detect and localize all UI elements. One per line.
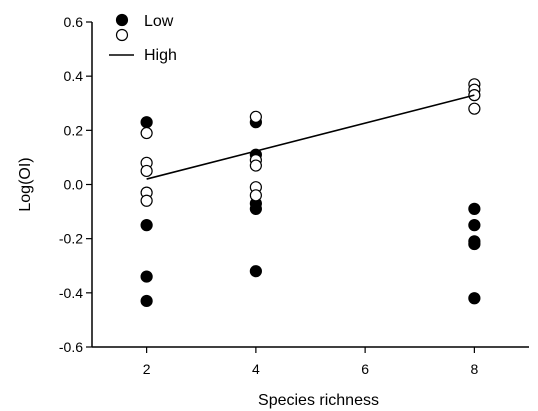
point-low bbox=[140, 294, 153, 308]
point-high bbox=[249, 159, 262, 172]
point-low bbox=[249, 202, 262, 215]
y-tick-label: 0.4 bbox=[64, 68, 84, 84]
y-tick-label: 0.6 bbox=[64, 14, 84, 30]
point-low bbox=[249, 265, 262, 278]
x-tick-label: 2 bbox=[143, 361, 151, 377]
point-high bbox=[249, 189, 262, 202]
legend-symbol-filled bbox=[115, 13, 129, 27]
point-low bbox=[468, 292, 481, 305]
ticks: -0.6 -0.4 -0.2 0.0 0.2 0.4 0.6 2 4 6 8 bbox=[59, 14, 479, 377]
data-points bbox=[140, 78, 481, 308]
x-axis-title: Species richness bbox=[258, 392, 379, 409]
point-low bbox=[140, 116, 153, 129]
point-high bbox=[140, 194, 153, 207]
fit-line-high bbox=[146, 94, 475, 180]
point-high bbox=[140, 164, 153, 178]
legend-label: Low bbox=[144, 13, 174, 30]
point-low bbox=[468, 219, 481, 232]
point-low bbox=[468, 237, 481, 251]
point-high bbox=[249, 110, 262, 123]
y-tick-label: -0.4 bbox=[59, 285, 83, 301]
y-tick-label: -0.2 bbox=[59, 231, 83, 247]
point-low bbox=[140, 219, 153, 232]
y-axis-title: Log(OI) bbox=[17, 157, 34, 211]
point-low bbox=[140, 270, 153, 283]
point-low bbox=[468, 202, 481, 215]
axes bbox=[91, 22, 529, 348]
x-tick-label: 6 bbox=[361, 361, 369, 377]
y-tick-label: 0.0 bbox=[64, 177, 84, 193]
legend: Low High bbox=[109, 13, 177, 64]
fit-lines bbox=[146, 94, 475, 180]
x-tick-label: 4 bbox=[252, 361, 260, 377]
x-tick-label: 8 bbox=[470, 361, 478, 377]
y-tick-label: 0.2 bbox=[64, 122, 84, 138]
point-high bbox=[140, 126, 153, 140]
legend-symbol-open bbox=[115, 28, 129, 42]
point-high bbox=[468, 102, 481, 115]
legend-label: High bbox=[144, 47, 177, 64]
y-tick-label: -0.6 bbox=[59, 339, 83, 355]
